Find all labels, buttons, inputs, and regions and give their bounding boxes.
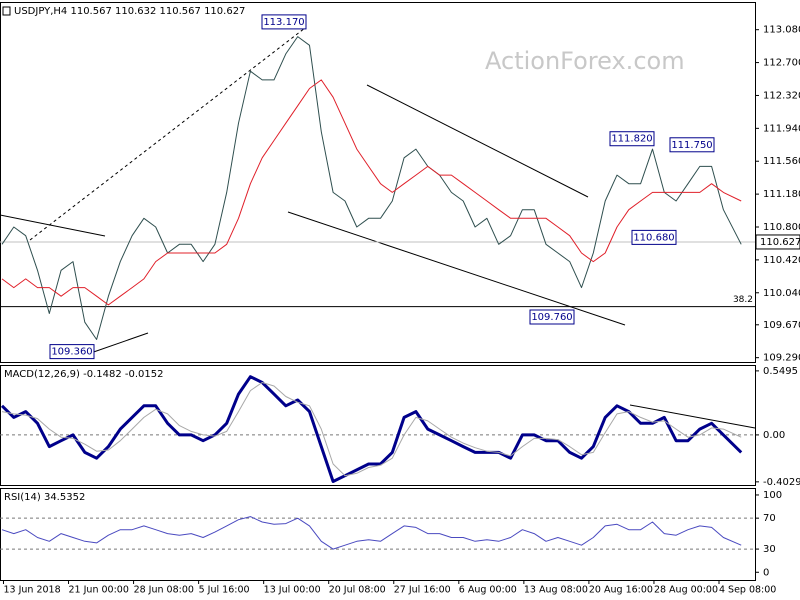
x-tick-label: 21 Jun 00:00 [69, 585, 129, 596]
y-tick-label: 110.800 [763, 222, 800, 233]
trend-line [629, 404, 756, 429]
trend-line [29, 27, 306, 241]
y-tick-label: 0 [763, 567, 769, 578]
panel-frame [0, 2, 756, 363]
annotation-box [609, 131, 655, 147]
trend-line [84, 332, 149, 356]
panel-frame [0, 365, 756, 486]
x-tick-label: 4 Sep 08:00 [719, 585, 776, 596]
panel-title: MACD(12,26,9) -0.1482 -0.0152 [4, 369, 164, 380]
annotation-label: 111.820 [611, 134, 652, 145]
x-tick-label: 13 Aug 08:00 [524, 585, 588, 596]
panel-title: RSI(14) 34.5352 [4, 492, 85, 503]
trend-line [0, 214, 106, 237]
series-line [1, 36, 742, 340]
y-tick-label: 109.670 [763, 320, 800, 331]
y-tick-label: 100 [763, 490, 782, 501]
y-tick-label: 0.00 [763, 430, 785, 441]
annotation-label: 110.680 [633, 232, 674, 243]
annotation-box [669, 137, 715, 153]
annotation-label: 113.170 [263, 17, 304, 28]
y-tick-label: -0.4029 [763, 477, 800, 488]
annotation-label: 109.360 [51, 347, 92, 358]
y-tick-label: 110.040 [763, 288, 800, 299]
annotation-label: 111.750 [671, 140, 712, 151]
series-line [0, 375, 743, 483]
x-tick-label: 20 Aug 16:00 [589, 585, 653, 596]
trend-line [366, 84, 589, 198]
annotation-box [631, 229, 677, 245]
price-tag-label: 110.627 [760, 237, 800, 248]
y-tick-label: 111.180 [763, 189, 800, 200]
annotation-box [261, 14, 307, 30]
panel-frame [0, 488, 756, 581]
y-tick-label: 70 [763, 513, 776, 524]
y-tick-label: 111.560 [763, 156, 800, 167]
price-tag [755, 234, 800, 250]
x-tick-label: 28 Aug 00:00 [654, 585, 718, 596]
y-tick-label: 111.940 [763, 123, 800, 134]
y-tick-label: 113.080 [763, 25, 800, 36]
x-tick-label: 28 Jun 08:00 [134, 585, 194, 596]
y-tick-label: 110.420 [763, 255, 800, 266]
x-tick-label: 13 Jul 00:00 [264, 585, 321, 596]
y-tick-label: 109.290 [763, 353, 800, 364]
y-tick-label: 30 [763, 544, 776, 555]
y-tick-label: 112.700 [763, 58, 800, 69]
x-tick-label: 27 Jul 16:00 [394, 585, 451, 596]
series-line [1, 516, 742, 550]
symbol-icon [2, 6, 11, 16]
panel-title: USDJPY,H4 110.567 110.632 110.567 110.62… [14, 6, 245, 17]
x-tick-label: 5 Jul 16:00 [199, 585, 250, 596]
series-line [1, 79, 742, 306]
x-tick-label: 6 Aug 00:00 [459, 585, 517, 596]
y-tick-label: 112.320 [763, 90, 800, 101]
x-tick-label: 20 Jul 08:00 [329, 585, 386, 596]
annotation-box [49, 344, 95, 360]
y-tick-label: 0.5495 [763, 366, 798, 377]
fib-label: 38.2 [733, 295, 753, 305]
series-line [1, 382, 742, 477]
watermark: ActionForex.com [485, 47, 685, 75]
annotation-label: 109.760 [531, 312, 572, 323]
annotation-box [529, 309, 575, 325]
x-tick-label: 13 Jun 2018 [3, 585, 60, 596]
